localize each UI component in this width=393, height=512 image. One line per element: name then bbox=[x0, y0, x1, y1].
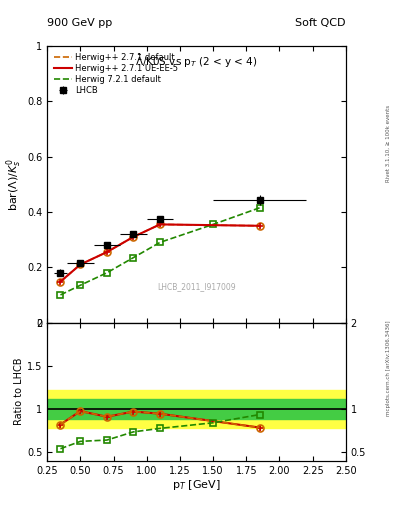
Text: LHCB_2011_I917009: LHCB_2011_I917009 bbox=[157, 282, 236, 291]
Herwig++ 2.7.1 default bbox=[158, 221, 162, 227]
Herwig 7.2.1 default bbox=[211, 221, 215, 227]
Herwig++ 2.7.1 UE-EE-5 bbox=[131, 234, 136, 240]
Herwig 7.2.1 default bbox=[131, 254, 136, 261]
Herwig 7.2.1 default bbox=[78, 282, 83, 288]
Herwig++ 2.7.1 default bbox=[78, 262, 83, 268]
Legend: Herwig++ 2.7.1 default, Herwig++ 2.7.1 UE-EE-5, Herwig 7.2.1 default, LHCB: Herwig++ 2.7.1 default, Herwig++ 2.7.1 U… bbox=[51, 50, 181, 97]
Y-axis label: Ratio to LHCB: Ratio to LHCB bbox=[14, 358, 24, 425]
Line: Herwig++ 2.7.1 UE-EE-5: Herwig++ 2.7.1 UE-EE-5 bbox=[61, 224, 259, 282]
Herwig++ 2.7.1 default bbox=[131, 234, 136, 240]
Herwig 7.2.1 default bbox=[58, 292, 63, 298]
Bar bbox=[47, 398, 346, 419]
Bar bbox=[47, 390, 346, 428]
Herwig 7.2.1 default bbox=[105, 270, 109, 276]
Herwig++ 2.7.1 UE-EE-5 bbox=[158, 221, 162, 227]
Text: Soft QCD: Soft QCD bbox=[296, 18, 346, 28]
Herwig 7.2.1 default bbox=[158, 239, 162, 245]
Text: mcplots.cern.ch [arXiv:1306.3436]: mcplots.cern.ch [arXiv:1306.3436] bbox=[386, 321, 391, 416]
X-axis label: p$_T$ [GeV]: p$_T$ [GeV] bbox=[172, 478, 221, 493]
Herwig++ 2.7.1 UE-EE-5 bbox=[58, 279, 63, 285]
Line: Herwig++ 2.7.1 default: Herwig++ 2.7.1 default bbox=[61, 224, 259, 282]
Line: Herwig 7.2.1 default: Herwig 7.2.1 default bbox=[61, 208, 259, 295]
Herwig++ 2.7.1 default bbox=[257, 223, 262, 229]
Herwig++ 2.7.1 UE-EE-5 bbox=[78, 262, 83, 268]
Y-axis label: bar($\Lambda$)/$K^0_s$: bar($\Lambda$)/$K^0_s$ bbox=[5, 158, 24, 211]
Text: $\bar{\Lambda}$/K0S vs p$_T$ (2 < y < 4): $\bar{\Lambda}$/K0S vs p$_T$ (2 < y < 4) bbox=[135, 54, 258, 71]
Herwig++ 2.7.1 UE-EE-5 bbox=[257, 223, 262, 229]
Text: Rivet 3.1.10, ≥ 100k events: Rivet 3.1.10, ≥ 100k events bbox=[386, 105, 391, 182]
Herwig++ 2.7.1 UE-EE-5 bbox=[105, 249, 109, 255]
Herwig++ 2.7.1 default bbox=[58, 279, 63, 285]
Herwig++ 2.7.1 default bbox=[105, 249, 109, 255]
Herwig 7.2.1 default bbox=[257, 205, 262, 211]
Text: 900 GeV pp: 900 GeV pp bbox=[47, 18, 112, 28]
